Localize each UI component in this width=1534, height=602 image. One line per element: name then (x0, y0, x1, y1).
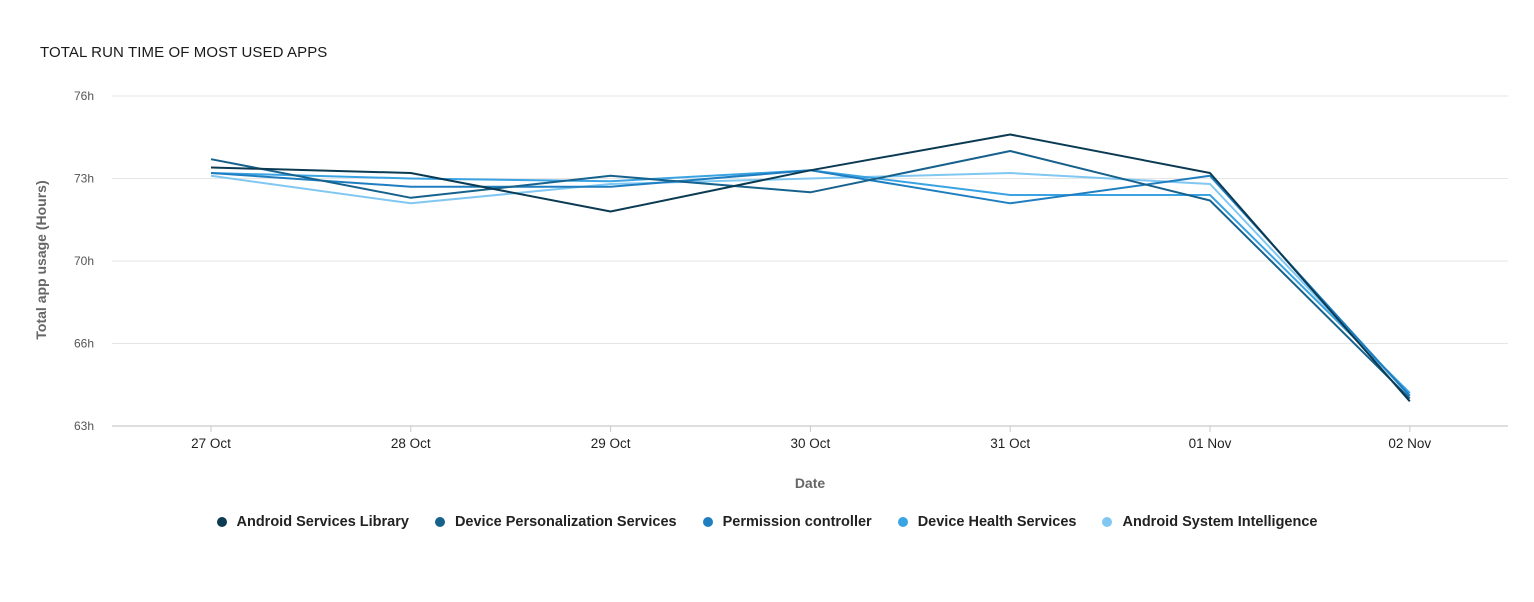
legend-item[interactable]: Android System Intelligence (1102, 514, 1317, 530)
legend-label: Permission controller (722, 514, 872, 530)
legend-label: Android Services Library (236, 514, 409, 530)
chart-title: TOTAL RUN TIME OF MOST USED APPS (40, 44, 328, 61)
grid-lines (112, 95, 1508, 427)
y-axis-label: Total app usage (Hours) (33, 180, 49, 339)
legend-item[interactable]: Android Services Library (216, 514, 409, 530)
y-tick-label: 73h (74, 172, 94, 186)
legend-marker-icon (702, 517, 713, 527)
legend-item[interactable]: Device Health Services (897, 514, 1077, 530)
legend-item[interactable]: Permission controller (702, 514, 872, 530)
series-line-android-system-intelligence[interactable] (210, 172, 1411, 397)
y-tick-label: 76h (74, 89, 94, 103)
legend-marker-icon (216, 517, 227, 527)
line-chart: 63h 66h 70h 73h 76h 27 Oct 28 Oct 29 Oct 30 Oct… (33, 89, 1508, 491)
series-line-device-personalization-services[interactable] (210, 150, 1411, 400)
y-tick-label: 63h (74, 419, 94, 433)
y-tick-label: 66h (74, 337, 94, 351)
x-tick-label: 30 Oct (791, 436, 831, 451)
x-tick-label: 29 Oct (591, 436, 631, 451)
x-tick-label: 02 Nov (1388, 436, 1431, 451)
x-axis-label: Date (795, 475, 826, 491)
legend-label: Device Personalization Services (454, 514, 677, 530)
legend-marker-icon (434, 517, 445, 527)
y-tick-label: 70h (74, 254, 94, 268)
legend-marker-icon (1102, 517, 1113, 527)
x-tick-label: 31 Oct (990, 436, 1030, 451)
legend-label: Device Health Services (917, 514, 1077, 530)
x-tick-label: 01 Nov (1189, 436, 1232, 451)
legend: Android Services Library Device Personali… (0, 514, 1534, 530)
y-axis-ticks: 63h 66h 70h 73h 76h (74, 89, 94, 433)
series-line-android-services-library[interactable] (210, 133, 1411, 402)
legend-label: Android System Intelligence (1122, 514, 1318, 530)
series-lines (210, 133, 1411, 402)
x-axis-ticks: 27 Oct 28 Oct 29 Oct 30 Oct 31 Oct 01 Nov 02 N… (191, 426, 1431, 451)
x-tick-label: 27 Oct (191, 436, 231, 451)
x-tick-label: 28 Oct (391, 436, 431, 451)
series-line-device-health-services[interactable] (210, 169, 1411, 394)
legend-item[interactable]: Device Personalization Services (434, 514, 677, 530)
legend-marker-icon (897, 517, 908, 527)
